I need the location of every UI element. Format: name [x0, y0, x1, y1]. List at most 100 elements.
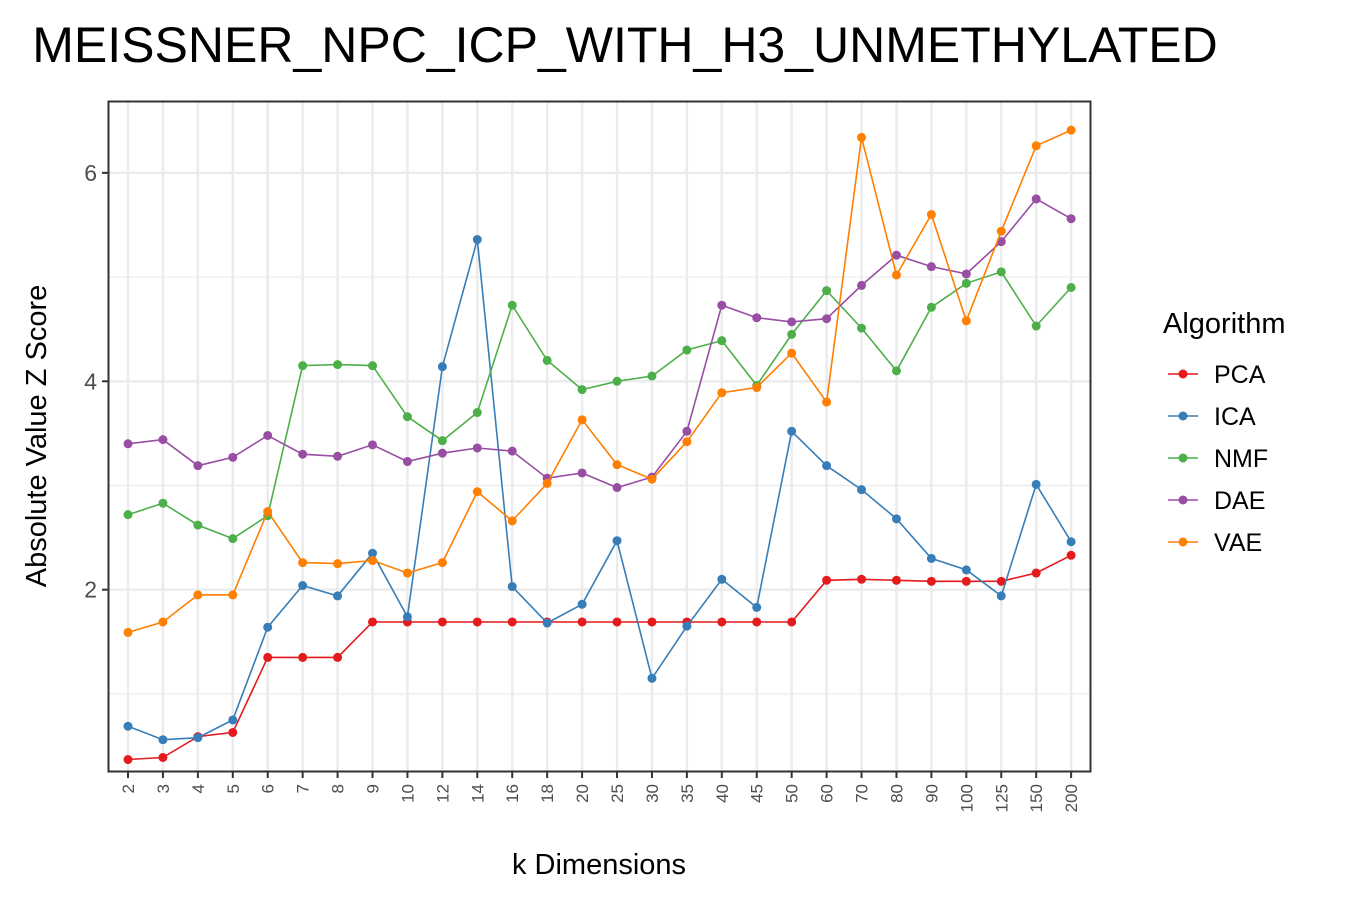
- legend-title: Algorithm: [1163, 308, 1286, 340]
- data-point-pca: [752, 617, 762, 627]
- data-point-nmf: [368, 361, 378, 371]
- data-point-pca: [507, 617, 517, 627]
- data-point-ica: [577, 599, 587, 609]
- x-tick-label: 14: [468, 784, 487, 803]
- data-point-dae: [158, 435, 168, 445]
- x-tick-label: 6: [259, 784, 278, 793]
- data-point-pca: [822, 575, 832, 585]
- legend-label: VAE: [1214, 529, 1262, 557]
- series-line-vae: [127, 129, 1072, 634]
- x-axis-title: k Dimensions: [512, 849, 686, 881]
- x-tick-label: 4: [189, 784, 208, 793]
- data-point-pca: [333, 652, 343, 662]
- data-point-dae: [752, 313, 762, 323]
- legend: Algorithm PCA ICA NMF DAE VAE: [1163, 308, 1286, 557]
- data-point-pca: [368, 617, 378, 627]
- data-point-pca: [298, 652, 308, 662]
- x-tick-label: 200: [1062, 784, 1081, 812]
- data-point-dae: [612, 483, 622, 493]
- series-line-ica: [127, 239, 1072, 741]
- data-point-ica: [402, 612, 412, 622]
- data-point-vae: [1031, 141, 1041, 151]
- y-tick-label: 4: [84, 368, 97, 394]
- legend-key-point: [1178, 537, 1188, 547]
- x-tick-label: 35: [678, 784, 697, 803]
- data-point-pca: [1031, 568, 1041, 578]
- data-point-vae: [542, 478, 552, 488]
- data-point-dae: [961, 269, 971, 279]
- data-point-nmf: [123, 510, 133, 520]
- data-point-ica: [228, 715, 238, 725]
- data-point-nmf: [891, 366, 901, 376]
- data-point-dae: [577, 468, 587, 478]
- data-point-vae: [682, 437, 692, 447]
- series-line-nmf: [127, 270, 1072, 540]
- series-pca: [123, 550, 1076, 765]
- data-point-pca: [647, 617, 657, 627]
- data-point-dae: [717, 300, 727, 310]
- data-point-ica: [682, 621, 692, 631]
- data-point-dae: [472, 443, 482, 453]
- data-point-nmf: [996, 267, 1006, 277]
- data-point-dae: [368, 440, 378, 450]
- data-point-nmf: [228, 534, 238, 544]
- data-point-ica: [612, 536, 622, 546]
- data-point-nmf: [822, 286, 832, 296]
- data-point-vae: [961, 316, 971, 326]
- y-axis-title: Absolute Value Z Score: [21, 285, 53, 588]
- data-point-ica: [123, 721, 133, 731]
- data-point-ica: [996, 591, 1006, 601]
- data-point-pca: [228, 727, 238, 737]
- data-point-nmf: [402, 412, 412, 422]
- data-point-ica: [961, 565, 971, 575]
- data-point-nmf: [298, 361, 308, 371]
- data-point-dae: [857, 280, 867, 290]
- data-point-vae: [333, 559, 343, 569]
- x-tick-label: 5: [224, 784, 243, 793]
- data-point-vae: [263, 507, 273, 517]
- series-layer: [123, 125, 1076, 765]
- x-tick-label: 40: [713, 784, 732, 803]
- x-tick-label: 18: [538, 784, 557, 803]
- data-point-dae: [1031, 194, 1041, 204]
- data-point-dae: [193, 461, 203, 471]
- x-tick-label: 25: [608, 784, 627, 803]
- data-point-nmf: [787, 329, 797, 339]
- data-point-pca: [996, 576, 1006, 586]
- data-point-ica: [1066, 537, 1076, 547]
- data-point-ica: [298, 581, 308, 591]
- data-point-nmf: [577, 385, 587, 395]
- data-point-dae: [891, 250, 901, 260]
- data-point-ica: [193, 733, 203, 743]
- data-point-pca: [717, 617, 727, 627]
- data-point-nmf: [437, 436, 447, 446]
- data-point-pca: [612, 617, 622, 627]
- data-point-dae: [996, 237, 1006, 247]
- data-point-nmf: [612, 376, 622, 386]
- x-tick-label: 60: [818, 784, 837, 803]
- data-point-pca: [472, 617, 482, 627]
- data-point-pca: [123, 755, 133, 765]
- series-dae: [123, 194, 1076, 493]
- chart-title: MEISSNER_NPC_ICP_WITH_H3_UNMETHYLATED: [32, 17, 1217, 73]
- series-line-dae: [127, 197, 1072, 489]
- x-tick-label: 70: [853, 784, 872, 803]
- legend-item-dae: DAE: [1168, 487, 1265, 515]
- data-point-ica: [158, 735, 168, 745]
- data-point-nmf: [717, 336, 727, 346]
- data-point-ica: [857, 485, 867, 495]
- data-point-vae: [507, 516, 517, 526]
- data-point-nmf: [647, 371, 657, 381]
- data-point-ica: [1031, 479, 1041, 489]
- legend-key-point: [1178, 411, 1188, 421]
- y-tick-label: 2: [84, 577, 97, 603]
- data-point-ica: [333, 591, 343, 601]
- data-point-nmf: [542, 355, 552, 365]
- data-point-pca: [1066, 550, 1076, 560]
- x-tick-label: 3: [154, 784, 173, 793]
- data-point-nmf: [333, 360, 343, 370]
- data-point-vae: [368, 556, 378, 566]
- data-point-nmf: [857, 323, 867, 333]
- data-point-pca: [437, 617, 447, 627]
